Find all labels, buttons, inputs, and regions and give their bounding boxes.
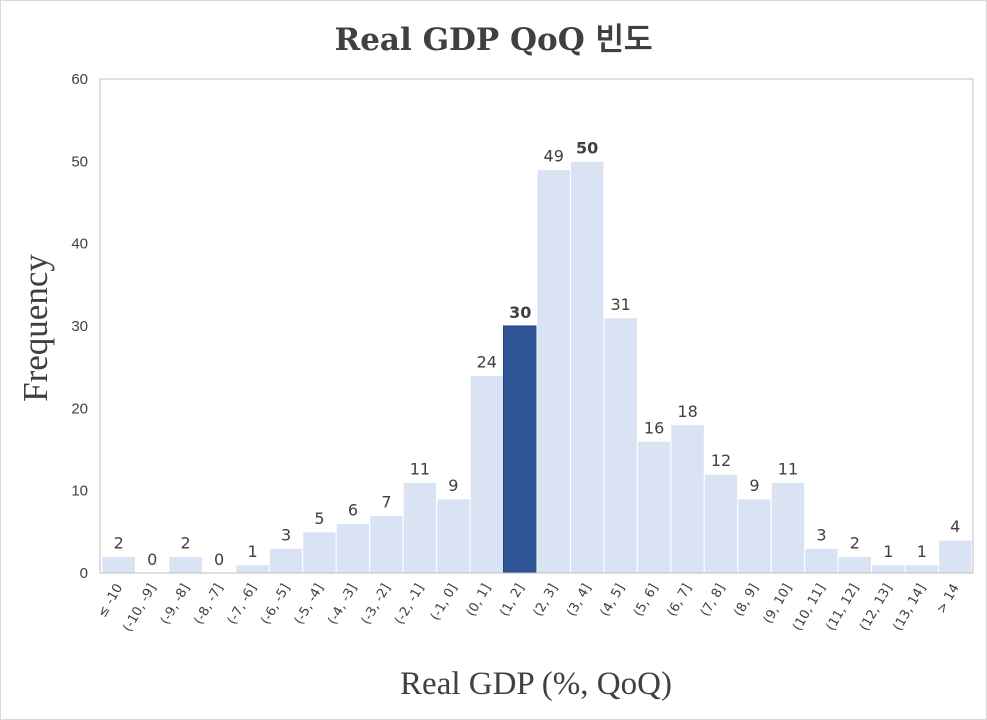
data-label: 30 [509, 303, 531, 322]
y-tick-label: 20 [71, 400, 88, 417]
data-label: 6 [348, 501, 358, 520]
bar [670, 424, 705, 574]
bar [302, 531, 337, 574]
bar [436, 498, 471, 574]
x-tick-label: (6, 7] [665, 582, 695, 620]
x-tick-label: (-9, -8] [158, 582, 193, 628]
bar [871, 564, 906, 574]
bar [737, 498, 772, 574]
x-tick-label: (-1, 0] [428, 582, 461, 624]
data-label: 24 [477, 352, 497, 371]
bar [469, 374, 505, 574]
x-tick-label: (5, 6] [631, 582, 661, 620]
x-tick-label: (9, 10] [761, 582, 796, 627]
data-label: 50 [576, 138, 598, 157]
bar [938, 539, 973, 574]
data-label: 2 [181, 534, 191, 553]
data-label: 1 [247, 542, 257, 561]
data-label: 16 [644, 418, 664, 437]
x-tick-label: (3, 4] [564, 582, 594, 620]
data-label: 18 [677, 402, 697, 421]
bar [703, 473, 739, 574]
x-tick-label: ≤ -10 [95, 582, 126, 621]
bar [402, 481, 438, 574]
y-tick-label: 60 [71, 71, 88, 88]
bar [837, 556, 873, 574]
data-label: 1 [917, 542, 927, 561]
data-label: 2 [114, 534, 124, 553]
bar [770, 481, 806, 574]
bar [235, 564, 270, 574]
x-tick-label: (-4, -3] [325, 582, 360, 628]
bar [804, 547, 839, 574]
x-tick-label: (4, 5] [598, 582, 628, 620]
y-tick-label: 40 [71, 236, 88, 253]
x-tick-labels: ≤ -10(-10, -9](-9, -8](-8, -7](-7, -6](-… [95, 582, 963, 635]
x-tick-label: (13, 14] [891, 582, 930, 634]
y-tick-label: 50 [71, 153, 88, 170]
bar [335, 523, 371, 574]
bar [101, 556, 136, 574]
x-tick-label: (-3, -2] [359, 582, 394, 628]
x-tick-label: (-2, -1] [392, 582, 427, 628]
x-tick-label: (-5, -4] [292, 582, 327, 628]
data-label: 49 [544, 147, 564, 166]
data-label: 3 [281, 525, 291, 544]
data-label: 3 [816, 525, 826, 544]
bar [268, 547, 304, 574]
data-label: 0 [214, 550, 224, 569]
x-tick-label: (-7, -6] [225, 582, 260, 628]
data-label: 5 [314, 509, 324, 528]
y-tick-label: 0 [80, 565, 88, 582]
x-tick-label: > 14 [934, 582, 963, 617]
data-label: 0 [147, 550, 157, 569]
data-label: 7 [381, 492, 391, 511]
data-label: 1 [883, 542, 893, 561]
y-tick-labels: 0 10 20 30 40 50 60 [71, 71, 88, 582]
bar [503, 325, 538, 574]
data-label: 11 [410, 459, 430, 478]
bar [536, 169, 571, 574]
x-tick-label: (-6, -5] [258, 582, 293, 628]
data-label: 9 [749, 476, 759, 495]
data-label: 12 [711, 451, 731, 470]
x-axis-label: Real GDP (%, QoQ) [400, 666, 672, 702]
x-tick-label: (-10, -9] [120, 582, 159, 635]
x-tick-label: (0, 1] [464, 582, 494, 620]
data-label: 9 [448, 476, 458, 495]
bar [168, 556, 203, 574]
x-tick-label: (7, 8] [698, 582, 728, 620]
data-label: 11 [778, 459, 798, 478]
bar [904, 564, 940, 574]
bar [569, 160, 605, 574]
y-tick-label: 30 [71, 318, 88, 335]
bar [369, 514, 404, 574]
chart-title: Real GDP QoQ 빈도 [334, 22, 653, 58]
x-tick-label: (8, 9] [731, 582, 761, 620]
x-tick-label: (-8, -7] [191, 582, 226, 628]
x-tick-label: (2, 3] [531, 582, 561, 620]
data-label: 2 [850, 534, 860, 553]
data-label: 31 [610, 295, 630, 314]
data-label: 4 [950, 517, 960, 536]
bar [636, 440, 672, 574]
bars [101, 160, 973, 574]
x-tick-label: (1, 2] [497, 582, 527, 620]
bar [603, 317, 638, 574]
y-tick-label: 10 [71, 483, 88, 500]
